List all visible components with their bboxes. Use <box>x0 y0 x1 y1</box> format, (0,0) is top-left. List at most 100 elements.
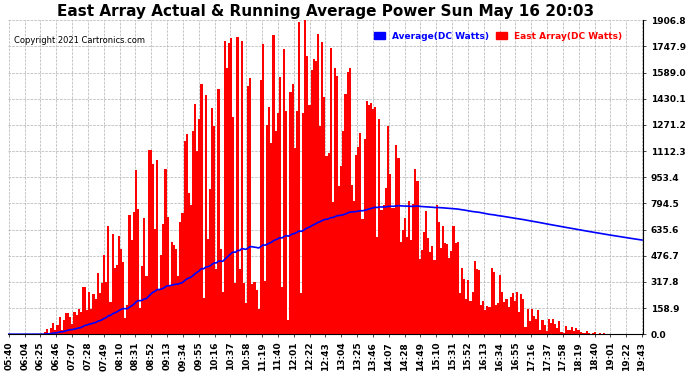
Bar <box>146 276 148 334</box>
Bar <box>520 294 522 334</box>
Bar <box>336 76 338 334</box>
Bar <box>190 205 192 334</box>
Bar <box>374 107 376 334</box>
Bar <box>217 89 219 334</box>
Bar <box>255 291 257 334</box>
Bar <box>538 309 540 334</box>
Bar <box>448 258 451 334</box>
Bar <box>194 104 196 334</box>
Bar <box>137 210 139 334</box>
Bar <box>75 315 78 334</box>
Bar <box>319 126 321 334</box>
Bar <box>281 287 283 334</box>
Bar <box>97 273 99 334</box>
Bar <box>90 309 92 334</box>
Bar <box>235 283 237 334</box>
Bar <box>61 330 63 334</box>
Bar <box>480 305 482 334</box>
Bar <box>141 266 144 334</box>
Bar <box>50 328 52 334</box>
Bar <box>88 292 90 334</box>
Bar <box>114 268 116 334</box>
Bar <box>389 174 391 334</box>
Legend: Average(DC Watts), East Array(DC Watts): Average(DC Watts), East Array(DC Watts) <box>370 28 626 44</box>
Bar <box>357 147 359 334</box>
Bar <box>300 293 302 334</box>
Bar <box>395 145 397 334</box>
Bar <box>150 150 152 334</box>
Bar <box>473 261 476 334</box>
Bar <box>370 103 372 334</box>
Bar <box>186 134 188 334</box>
Bar <box>330 48 332 334</box>
Bar <box>321 42 324 334</box>
Bar <box>71 324 73 334</box>
Bar <box>135 170 137 334</box>
Bar <box>510 297 512 334</box>
Text: Copyright 2021 Cartronics.com: Copyright 2021 Cartronics.com <box>14 36 145 45</box>
Bar <box>230 38 233 334</box>
Bar <box>188 192 190 334</box>
Bar <box>471 292 473 334</box>
Bar <box>514 302 516 334</box>
Bar <box>431 246 433 334</box>
Bar <box>313 59 315 334</box>
Bar <box>262 44 264 334</box>
Bar <box>158 289 160 334</box>
Bar <box>334 69 336 334</box>
Bar <box>410 240 412 334</box>
Bar <box>128 214 130 334</box>
Bar <box>404 218 406 334</box>
Bar <box>586 331 588 334</box>
Bar <box>152 164 154 334</box>
Bar <box>46 329 48 334</box>
Bar <box>393 207 395 334</box>
Bar <box>554 324 556 334</box>
Bar <box>575 328 578 334</box>
Bar <box>251 284 253 334</box>
Bar <box>508 307 510 334</box>
Bar <box>144 217 146 334</box>
Bar <box>368 105 370 334</box>
Bar <box>283 49 285 334</box>
Bar <box>285 111 287 334</box>
Bar <box>201 84 203 334</box>
Bar <box>380 210 382 334</box>
Bar <box>148 150 150 334</box>
Bar <box>397 158 400 334</box>
Bar <box>268 107 270 334</box>
Bar <box>179 222 181 334</box>
Bar <box>209 189 211 334</box>
Bar <box>253 282 255 334</box>
Bar <box>546 332 548 334</box>
Bar <box>590 333 592 334</box>
Bar <box>419 259 421 334</box>
Bar <box>55 330 57 334</box>
Bar <box>243 283 245 334</box>
Bar <box>372 110 374 334</box>
Bar <box>457 242 459 334</box>
Bar <box>421 250 423 334</box>
Bar <box>73 312 75 334</box>
Bar <box>560 332 562 334</box>
Bar <box>603 333 605 334</box>
Bar <box>215 269 217 334</box>
Bar <box>275 131 277 334</box>
Bar <box>503 302 505 334</box>
Bar <box>211 108 213 334</box>
Bar <box>415 169 417 334</box>
Bar <box>294 148 296 334</box>
Bar <box>112 234 114 334</box>
Bar <box>550 323 552 334</box>
Bar <box>63 321 65 334</box>
Bar <box>198 119 201 334</box>
Bar <box>429 252 431 334</box>
Bar <box>516 292 518 334</box>
Bar <box>594 332 596 334</box>
Bar <box>486 306 489 334</box>
Bar <box>433 260 435 334</box>
Bar <box>599 333 601 334</box>
Bar <box>249 78 251 334</box>
Bar <box>108 226 110 334</box>
Bar <box>376 237 378 334</box>
